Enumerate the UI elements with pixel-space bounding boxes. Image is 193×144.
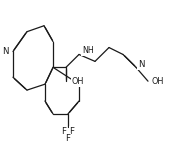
Text: OH: OH bbox=[152, 77, 164, 86]
Text: NH: NH bbox=[82, 46, 94, 55]
Text: F: F bbox=[65, 134, 70, 143]
Text: OH: OH bbox=[72, 77, 84, 86]
Text: F: F bbox=[62, 127, 67, 136]
Text: N: N bbox=[3, 47, 9, 56]
Text: N: N bbox=[138, 60, 145, 69]
Text: F: F bbox=[69, 127, 74, 136]
